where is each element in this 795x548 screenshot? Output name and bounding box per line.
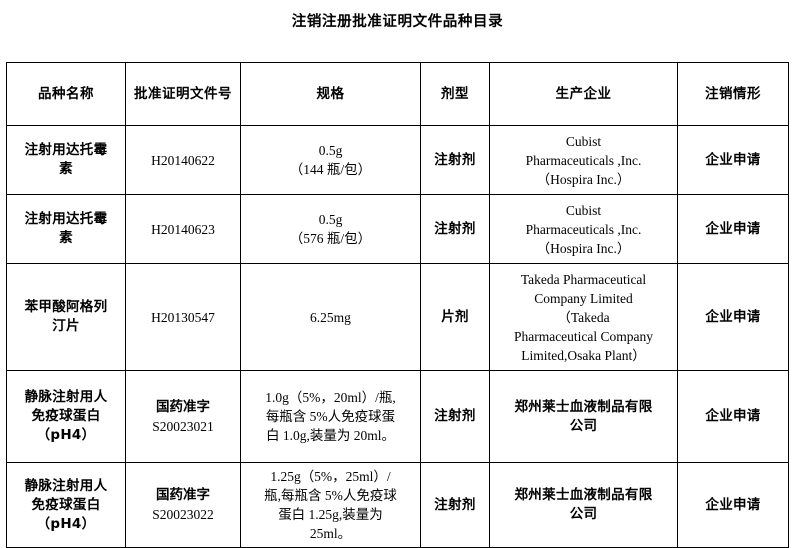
cell-line: Cubist (565, 202, 602, 218)
approval-code: H20140623 (151, 221, 215, 237)
cell-manufacturer: 郑州莱士血液制品有限 公司 (489, 370, 678, 463)
cell-line: 6.25mg (310, 309, 351, 325)
cell-line: （Takeda (557, 309, 610, 325)
cell-specification: 1.0g（5%，20ml）/瓶, 每瓶含 5%人免疫球蛋白 1.0g,装量为 20… (240, 370, 421, 463)
cell-dosage-form: 片剂 (420, 263, 490, 371)
cell-line: 白 1.0g,装量为 20ml。 (265, 428, 395, 443)
cell-line: 瓶,每瓶含 5%人免疫球 (264, 488, 397, 503)
cell-line: 汀片 (52, 318, 80, 334)
cell-approval-number: H20140623 (125, 194, 241, 264)
cell-specification: 1.25g（5%，25ml）/ 瓶,每瓶含 5%人免疫球 蛋白 1.25g,装量为 2… (240, 462, 421, 548)
cell-manufacturer: Cubist Pharmaceuticals ,Inc. （Hospira Inc.… (489, 194, 678, 264)
approval-code: H20140622 (151, 152, 215, 168)
column-header-approval-no: 批准证明文件号 (125, 62, 241, 126)
cell-line: （576 瓶/包） (289, 231, 372, 246)
column-header-cancellation-case: 注销情形 (677, 62, 789, 126)
approval-code: H20130547 (151, 309, 215, 325)
cell-line: 素 (59, 161, 73, 177)
cell-cancellation-case: 企业申请 (677, 370, 789, 463)
cell-dosage-form: 注射剂 (420, 125, 490, 195)
cell-line: 25ml。 (309, 526, 352, 541)
catalog-table-body: 品种名称 批准证明文件号 规格 剂型 生产企业 注销情形 注射用达托霉素 H201… (6, 62, 789, 548)
cell-cancellation-case: 企业申请 (677, 194, 789, 264)
column-header-manufacturer: 生产企业 (489, 62, 678, 126)
table-header-row: 品种名称 批准证明文件号 规格 剂型 生产企业 注销情形 (6, 62, 789, 126)
cell-line: Takeda Pharmaceutical (520, 271, 647, 287)
cell-cancellation-case: 企业申请 (677, 462, 789, 548)
cell-specification: 6.25mg (240, 263, 421, 371)
cell-line: 注射用达托霉 (24, 211, 108, 227)
cell-line: 注射用达托霉 (24, 142, 108, 158)
cell-approval-number: 国药准字 S20023022 (125, 462, 241, 548)
cell-dosage-form: 注射剂 (420, 370, 490, 463)
cell-line: Pharmaceuticals ,Inc. (525, 152, 642, 168)
cell-line: Cubist (565, 133, 602, 149)
cell-line: 公司 (569, 417, 598, 434)
cell-line: 郑州莱士血液制品有限 (514, 398, 653, 415)
cell-line: 静脉注射用人 (24, 389, 108, 405)
catalog-table: 品种名称 批准证明文件号 规格 剂型 生产企业 注销情形 注射用达托霉素 H201… (6, 62, 789, 548)
cell-line: 0.5g (318, 212, 343, 227)
cell-specification: 0.5g （144 瓶/包） (240, 125, 421, 195)
cell-line: 郑州莱士血液制品有限 (514, 487, 653, 503)
cell-line: 公司 (569, 506, 598, 522)
column-header-dosage-form: 剂型 (420, 62, 490, 126)
table-row: 注射用达托霉素 H20140622 0.5g （144 瓶/包） 注射剂 Cubist Ph… (6, 125, 789, 195)
cell-line: 0.5g (318, 143, 343, 158)
cell-dosage-form: 注射剂 (420, 194, 490, 264)
cell-manufacturer: Takeda Pharmaceutical Company Limited （Tak… (489, 263, 678, 371)
cell-line: 苯甲酸阿格列 (24, 299, 108, 315)
column-header-spec: 规格 (240, 62, 421, 126)
approval-code: S20023022 (152, 507, 214, 522)
cell-product-name: 注射用达托霉素 (6, 194, 126, 264)
cell-line: Pharmaceuticals ,Inc. (525, 221, 642, 237)
cell-cancellation-case: 企业申请 (677, 125, 789, 195)
cell-line: （144 瓶/包） (289, 162, 372, 177)
cell-product-name: 注射用达托霉素 (6, 125, 126, 195)
cell-product-name: 静脉注射用人 免疫球蛋白 （pH4） (6, 370, 126, 463)
cell-line: （pH4） (36, 427, 96, 443)
document-page: 注销注册批准证明文件品种目录 品种名称 批准证明文件号 规格 剂型 生产企业 注… (6, 14, 789, 548)
cell-line: 素 (59, 230, 73, 246)
cell-approval-number: 国药准字 S20023021 (125, 370, 241, 463)
catalog-table-container: 品种名称 批准证明文件号 规格 剂型 生产企业 注销情形 注射用达托霉素 H201… (6, 62, 789, 548)
cell-dosage-form: 注射剂 (420, 462, 490, 548)
cell-line: 静脉注射用人 (24, 477, 108, 494)
cell-line: （Hospira Inc.） (536, 171, 631, 187)
approval-prefix: 国药准字 (156, 487, 210, 503)
cell-line: 免疫球蛋白 (31, 408, 101, 424)
cell-approval-number: H20140622 (125, 125, 241, 195)
approval-code: S20023021 (152, 418, 214, 434)
page-title: 注销注册批准证明文件品种目录 (291, 14, 504, 30)
cell-line: 1.0g（5%，20ml）/瓶, (265, 390, 396, 405)
cell-line: 免疫球蛋白 (31, 496, 101, 513)
cell-line: （pH4） (36, 515, 96, 532)
cell-line: 蛋白 1.25g,装量为 (278, 507, 383, 522)
cell-specification: 0.5g （576 瓶/包） (240, 194, 421, 264)
cell-product-name: 苯甲酸阿格列 汀片 (6, 263, 126, 371)
column-header-name: 品种名称 (6, 62, 126, 126)
table-row: 苯甲酸阿格列 汀片 H20130547 6.25mg 片剂 Takeda Pharmace… (6, 263, 789, 371)
cell-line: （Hospira Inc.） (536, 240, 631, 256)
cell-line: 1.25g（5%，25ml）/ (270, 469, 391, 484)
approval-prefix: 国药准字 (156, 398, 210, 415)
cell-approval-number: H20130547 (125, 263, 241, 371)
table-row: 注射用达托霉素 H20140623 0.5g （576 瓶/包） 注射剂 Cubist Ph… (6, 194, 789, 264)
cell-cancellation-case: 企业申请 (677, 263, 789, 371)
table-row: 静脉注射用人 免疫球蛋白 （pH4） 国药准字 S20023021 1.0g（5%，20m… (6, 370, 789, 463)
cell-line: 每瓶含 5%人免疫球蛋 (265, 409, 396, 424)
cell-product-name: 静脉注射用人 免疫球蛋白 （pH4） (6, 462, 126, 548)
cell-line: Pharmaceutical Company (513, 328, 654, 344)
cell-manufacturer: 郑州莱士血液制品有限 公司 (489, 462, 678, 548)
table-row: 静脉注射用人 免疫球蛋白 （pH4） 国药准字 S20023022 1.25g（5%，25… (6, 462, 789, 548)
cell-line: Limited,Osaka Plant） (521, 347, 646, 363)
cell-line: Company Limited (534, 290, 633, 306)
cell-manufacturer: Cubist Pharmaceuticals ,Inc. （Hospira Inc.… (489, 125, 678, 195)
